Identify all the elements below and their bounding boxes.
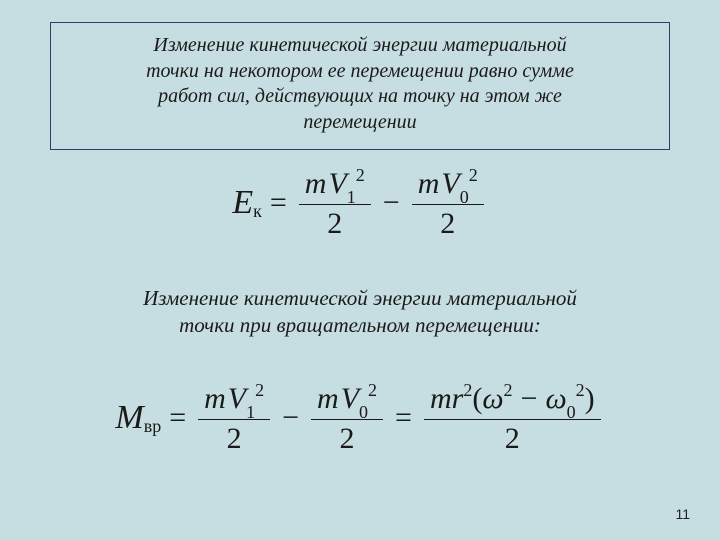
rotational-text: Изменение кинетической энергии материаль… — [60, 285, 660, 340]
theorem-line-2: точки на некотором ее перемещении равно … — [146, 60, 574, 82]
eq1-lhs-var: E — [232, 184, 253, 222]
eq1-term1: mV12 2 — [299, 165, 371, 242]
equation-rotational: Mвр = mV12 2 − mV02 2 = mr2(ω2 − ω02) 2 — [0, 380, 720, 457]
eq2-term3: mr2(ω2 − ω02) 2 — [424, 380, 601, 457]
theorem-line-1: Изменение кинетической энергии материаль… — [153, 34, 566, 56]
eq2-term1: mV12 2 — [198, 380, 270, 457]
eq2-lhs-var: M — [115, 399, 143, 437]
page-number: 11 — [675, 506, 690, 522]
eq1-minus: − — [375, 186, 408, 220]
theorem-line-4: перемещении — [303, 111, 416, 133]
theorem-line-3: работ сил, действующих на точку на этом … — [158, 85, 562, 107]
eq2-lhs-sub: вр — [144, 416, 162, 437]
text2-line-1: Изменение кинетической энергии материаль… — [143, 286, 577, 310]
eq2-minus-1: − — [274, 401, 307, 435]
eq1-lhs-sub: к — [253, 201, 262, 222]
eq1-term2: mV02 2 — [412, 165, 484, 242]
eq1-equals: = — [262, 186, 295, 220]
equation-kinetic-energy: Eк = mV12 2 − mV02 2 — [0, 165, 720, 242]
eq2-equals-1: = — [161, 401, 194, 435]
theorem-box: Изменение кинетической энергии материаль… — [50, 22, 670, 150]
eq2-term2: mV02 2 — [311, 380, 383, 457]
text2-line-2: точки при вращательном перемещении: — [179, 313, 541, 337]
eq2-equals-2: = — [387, 401, 420, 435]
